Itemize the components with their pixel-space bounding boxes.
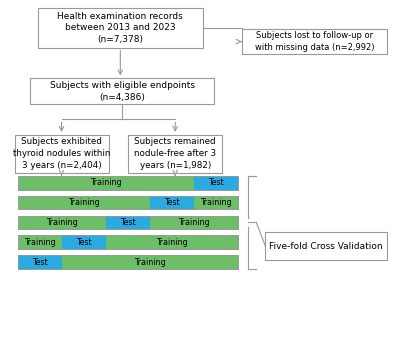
Bar	[18, 255, 62, 269]
Text: Health examination records
between 2013 and 2023
(n=7,378): Health examination records between 2013 …	[58, 12, 183, 44]
Bar	[150, 196, 194, 209]
Text: Test: Test	[32, 258, 48, 267]
Text: Subjects lost to follow-up or
with missing data (n=2,992): Subjects lost to follow-up or with missi…	[254, 31, 374, 52]
Bar	[194, 176, 238, 190]
Text: Training: Training	[134, 258, 166, 267]
Text: Training: Training	[156, 238, 188, 247]
Bar	[18, 196, 238, 209]
Text: Training: Training	[24, 238, 56, 247]
Bar	[18, 216, 238, 229]
Text: Training: Training	[178, 218, 210, 227]
Text: Subjects exhibited
thyroid nodules within
3 years (n=2,404): Subjects exhibited thyroid nodules withi…	[13, 137, 110, 170]
Bar	[106, 216, 150, 229]
Bar	[18, 236, 238, 249]
Bar	[62, 236, 106, 249]
Text: Subjects with eligible endpoints
(n=4,386): Subjects with eligible endpoints (n=4,38…	[50, 81, 195, 102]
Text: Test: Test	[164, 198, 180, 207]
Bar	[242, 29, 387, 55]
Bar	[18, 176, 238, 190]
Bar	[18, 196, 238, 209]
Text: Test: Test	[120, 218, 136, 227]
Text: Training: Training	[90, 178, 122, 187]
Text: Training: Training	[68, 198, 100, 207]
Bar	[18, 255, 238, 269]
Bar	[30, 78, 214, 104]
Bar	[265, 233, 387, 260]
Text: Test: Test	[76, 238, 92, 247]
Text: Five-fold Cross Validation: Five-fold Cross Validation	[269, 241, 383, 250]
Bar	[18, 236, 238, 249]
Text: Training: Training	[200, 198, 232, 207]
Text: Training: Training	[46, 218, 78, 227]
Text: Test: Test	[208, 178, 224, 187]
Bar	[18, 255, 238, 269]
Bar	[128, 135, 222, 172]
Bar	[38, 8, 203, 48]
Bar	[14, 135, 108, 172]
Bar	[18, 176, 238, 190]
Bar	[18, 216, 238, 229]
Text: Subjects remained
nodule-free after 3
years (n=1,982): Subjects remained nodule-free after 3 ye…	[134, 137, 216, 170]
